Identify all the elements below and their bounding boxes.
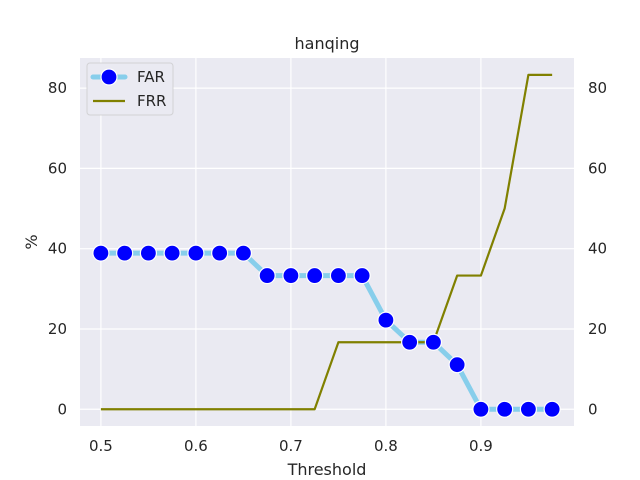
right-y-tick-label: 0 [588,400,598,418]
far-point [306,266,324,285]
y-tick-label: 40 [48,240,67,258]
x-tick-label: 0.5 [89,437,113,455]
right-y-tick-label: 80 [588,79,607,97]
far-point [258,266,276,285]
legend-frr-label: FRR [137,92,166,110]
far-point [377,311,395,329]
right-y-tick-label: 40 [588,240,607,258]
far-point [353,266,371,285]
far-point [139,244,157,262]
far-point [329,266,347,285]
legend: FAR FRR [86,62,174,116]
x-tick-label: 0.9 [469,437,493,455]
right-y-tick-label: 20 [588,320,607,338]
frr-line [100,73,553,411]
x-tick-label: 0.8 [374,437,398,455]
legend-far-marker [100,68,118,86]
right-y-tick-label: 60 [588,159,607,177]
far-point [519,400,538,418]
far-point [496,400,514,418]
far-markers [92,244,561,418]
far-point [116,244,134,262]
far-point [543,400,561,418]
far-point [448,356,466,374]
y-tick-labels: 0 20 40 60 80 [48,79,67,418]
y-tick-label: 0 [57,400,67,418]
x-tick-label: 0.6 [184,437,208,455]
y-tick-label: 60 [48,159,67,177]
x-tick-label: 0.7 [279,437,303,455]
legend-far-label: FAR [137,68,165,86]
y-axis-label: % [22,234,41,249]
chart-title: hanqing [295,34,360,53]
far-point [92,244,110,262]
far-point [211,244,229,262]
grid-lines [80,58,574,426]
far-point [472,400,490,418]
y-tick-label: 80 [48,79,67,97]
right-y-tick-labels: 0 20 40 60 80 [588,79,607,418]
x-tick-labels: 0.5 0.6 0.7 0.8 0.9 [89,437,493,455]
x-axis-label: Threshold [287,460,367,479]
far-point [234,244,252,262]
far-point [163,244,181,262]
far-point [187,244,205,262]
far-point [401,333,419,351]
far-point [424,333,442,351]
far-point [282,266,300,285]
y-tick-label: 20 [48,320,67,338]
